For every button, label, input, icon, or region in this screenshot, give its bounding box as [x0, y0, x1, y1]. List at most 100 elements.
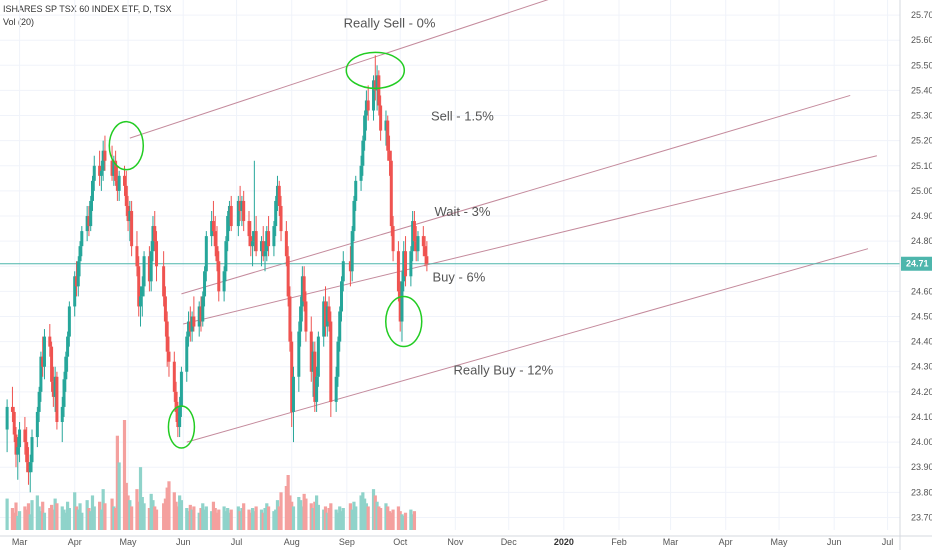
volume-bar [240, 508, 244, 530]
candle-body [313, 351, 317, 402]
volume-bar [28, 514, 32, 530]
candle-body [30, 437, 34, 463]
volume-bar [387, 511, 392, 530]
candle-body [259, 241, 263, 252]
candle-body [311, 351, 315, 372]
volume-indicator-label[interactable]: Vol (20) [3, 17, 35, 27]
volume-bar [42, 512, 47, 530]
circle-annotation[interactable] [167, 405, 196, 449]
volume-bar [162, 503, 166, 530]
volume-bar [55, 503, 59, 530]
candle-body [53, 376, 57, 397]
candle-body [300, 276, 304, 307]
candle-body [76, 261, 80, 287]
text-annotation[interactable]: Really Buy - 12% [454, 362, 554, 377]
candle-body [211, 221, 215, 232]
volume-bar [202, 509, 207, 530]
volume-bar [291, 506, 296, 530]
volume-bar [411, 514, 415, 530]
y-tick-label: 24.20 [911, 387, 932, 397]
candle-body [384, 120, 388, 131]
candle-body [416, 236, 420, 252]
candle-body [163, 296, 167, 322]
text-annotation[interactable]: Buy - 6% [433, 269, 486, 284]
volume-bar [53, 498, 57, 530]
candle-body [409, 251, 413, 277]
circle-annotation[interactable] [385, 295, 423, 348]
candle-body [78, 246, 82, 262]
candle-body [87, 216, 91, 227]
candle-body [137, 266, 141, 307]
volume-bar [391, 509, 395, 530]
candle-body [247, 221, 251, 237]
candle-body [334, 376, 338, 402]
candle-body [99, 170, 103, 176]
candle-body [425, 256, 429, 264]
candle-body [187, 321, 191, 337]
volume-bar [167, 481, 171, 530]
volume-bars [5, 420, 417, 530]
volume-bar [341, 508, 345, 530]
volume-bar [137, 501, 141, 530]
candle-body [179, 371, 183, 407]
candle-body [18, 429, 22, 448]
volume-bar [67, 508, 71, 530]
volume-bar [178, 495, 182, 530]
candle-body [90, 180, 94, 201]
volume-bar [238, 511, 242, 530]
circle-annotations [108, 51, 423, 449]
volume-bar [78, 503, 82, 530]
candle-body [227, 205, 231, 217]
text-annotation[interactable]: Wait - 3% [435, 204, 491, 219]
volume-bar [30, 500, 34, 530]
volume-bar [115, 435, 119, 530]
volume-bar [277, 506, 281, 530]
candle-body [190, 316, 194, 332]
candle-body [112, 160, 116, 176]
volume-bar [350, 509, 354, 530]
candle-body [213, 231, 217, 247]
candle-body [64, 356, 68, 380]
volume-bar [327, 508, 331, 530]
candle-body [162, 266, 166, 297]
candle-body [396, 251, 400, 292]
time-axis[interactable]: Mar Apr May Jun Jul Aug Sep Oct Nov Dec 2020 Feb Mar… [0, 535, 932, 547]
text-annotation[interactable]: Sell - 1.5% [431, 109, 494, 124]
candle-body [423, 246, 427, 257]
volume-bar [12, 512, 16, 530]
volume-bar [298, 500, 303, 530]
candle-body [92, 165, 96, 181]
volume-bar [35, 495, 39, 530]
candle-body [315, 376, 319, 402]
channel-line[interactable] [183, 155, 877, 325]
volume-bar [151, 500, 155, 530]
y-tick-label: 25.00 [911, 186, 932, 196]
volume-bar [259, 509, 264, 530]
y-tick-label: 25.30 [911, 111, 932, 121]
volume-bar [261, 512, 265, 530]
x-tick-label: Jun [827, 537, 842, 547]
circle-annotation[interactable] [345, 51, 406, 90]
channel-line[interactable] [129, 0, 562, 139]
candle-body [39, 356, 43, 392]
channel-line[interactable] [186, 248, 869, 443]
volume-bar [5, 498, 9, 530]
candle-body [354, 180, 358, 201]
candle-body [252, 231, 256, 242]
candle-body [400, 281, 404, 322]
x-tick-label: Oct [393, 537, 408, 547]
candle-body [26, 462, 30, 473]
y-tick-label: 24.40 [911, 337, 932, 347]
circle-annotation[interactable] [108, 120, 145, 171]
y-tick-label: 24.30 [911, 362, 932, 372]
volume-bar [14, 502, 18, 530]
candle-body [236, 200, 240, 227]
volume-bar [90, 495, 95, 530]
text-annotation[interactable]: Really Sell - 0% [344, 16, 436, 31]
volume-bar [110, 498, 114, 530]
channel-line[interactable] [181, 94, 851, 295]
volume-bar [366, 506, 370, 530]
volume-bar [98, 501, 102, 530]
price-axis[interactable]: 25.70 25.60 25.50 25.40 25.30 25.20 25.10 25.00… [899, 0, 932, 550]
